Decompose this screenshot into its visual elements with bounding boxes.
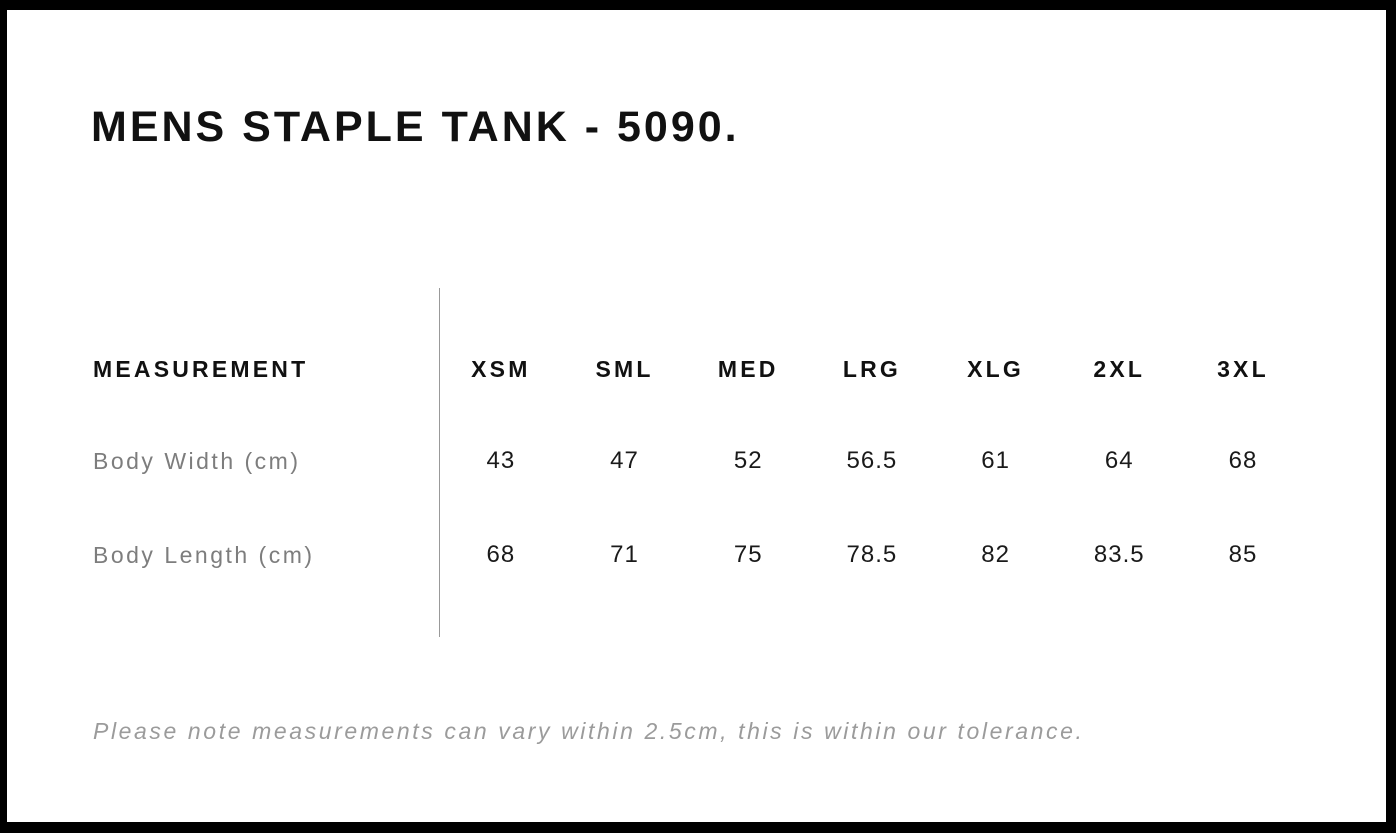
- table-row-body-length: Body Length (cm) 68 71 75 78.5 82 83.5 8…: [93, 540, 1305, 570]
- page-title: MENS STAPLE TANK - 5090.: [91, 103, 740, 151]
- size-table: MEASUREMENT XSM SML MED LRG XLG 2XL 3XL …: [93, 288, 1305, 637]
- body-width-med: 52: [733, 447, 763, 474]
- size-header-xsm: XSM: [471, 356, 531, 382]
- body-length-xsm: 68: [486, 541, 516, 568]
- body-length-2xl: 83.5: [1093, 541, 1145, 568]
- body-width-2xl: 64: [1104, 447, 1134, 474]
- body-width-3xl: 68: [1228, 447, 1258, 474]
- table-row-body-width: Body Width (cm) 43 47 52 56.5 61 64 68: [93, 446, 1305, 476]
- vertical-divider: [439, 288, 440, 637]
- body-width-xlg: 61: [981, 447, 1010, 474]
- size-header-3xl: 3XL: [1217, 356, 1269, 382]
- body-length-med: 75: [733, 541, 763, 568]
- row-label-body-length: Body Length (cm): [93, 542, 315, 568]
- measurement-column-header: MEASUREMENT: [93, 356, 309, 382]
- body-length-sml: 71: [610, 541, 639, 568]
- body-length-3xl: 85: [1228, 541, 1258, 568]
- row-label-body-width: Body Width (cm): [93, 448, 301, 474]
- size-table-header-row: MEASUREMENT XSM SML MED LRG XLG 2XL 3XL: [93, 354, 1305, 384]
- body-width-sml: 47: [610, 447, 639, 474]
- body-width-lrg: 56.5: [846, 447, 898, 474]
- size-header-sml: SML: [595, 356, 654, 382]
- size-header-med: MED: [717, 356, 779, 382]
- body-length-xlg: 82: [981, 541, 1010, 568]
- size-header-2xl: 2XL: [1093, 356, 1146, 382]
- size-header-xlg: XLG: [967, 356, 1025, 382]
- size-header-lrg: LRG: [842, 356, 901, 382]
- body-length-lrg: 78.5: [846, 541, 898, 568]
- tolerance-note: Please note measurements can vary within…: [93, 718, 1085, 744]
- body-width-xsm: 43: [486, 447, 516, 474]
